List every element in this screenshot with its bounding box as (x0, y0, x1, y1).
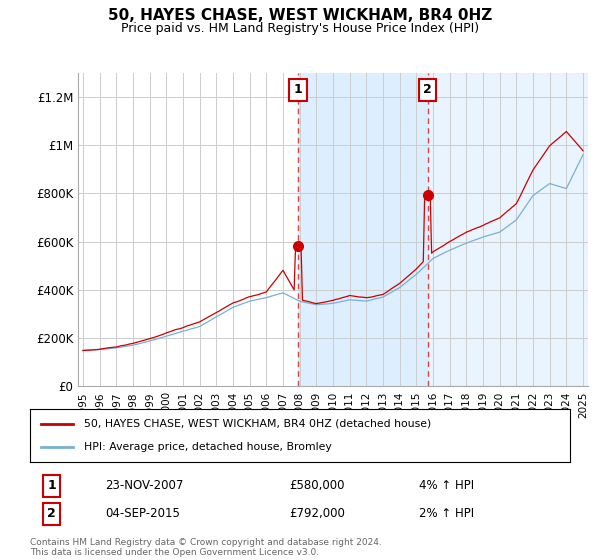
Bar (427, 73, 592, 386)
Text: 23-NOV-2007: 23-NOV-2007 (106, 479, 184, 492)
Text: £792,000: £792,000 (289, 507, 345, 520)
Text: HPI: Average price, detached house, Bromley: HPI: Average price, detached house, Brom… (84, 442, 332, 452)
Bar (298, 73, 428, 386)
Text: 1: 1 (293, 83, 302, 96)
Text: 50, HAYES CHASE, WEST WICKHAM, BR4 0HZ: 50, HAYES CHASE, WEST WICKHAM, BR4 0HZ (108, 8, 492, 24)
Text: 50, HAYES CHASE, WEST WICKHAM, BR4 0HZ (detached house): 50, HAYES CHASE, WEST WICKHAM, BR4 0HZ (… (84, 419, 431, 429)
Text: 2: 2 (423, 83, 432, 96)
Text: 04-SEP-2015: 04-SEP-2015 (106, 507, 181, 520)
Text: 1: 1 (47, 479, 56, 492)
Text: 2% ↑ HPI: 2% ↑ HPI (419, 507, 474, 520)
Text: £580,000: £580,000 (289, 479, 344, 492)
Text: Contains HM Land Registry data © Crown copyright and database right 2024.
This d: Contains HM Land Registry data © Crown c… (30, 538, 382, 557)
Text: 2: 2 (47, 507, 56, 520)
Text: Price paid vs. HM Land Registry's House Price Index (HPI): Price paid vs. HM Land Registry's House … (121, 22, 479, 35)
Text: 4% ↑ HPI: 4% ↑ HPI (419, 479, 474, 492)
